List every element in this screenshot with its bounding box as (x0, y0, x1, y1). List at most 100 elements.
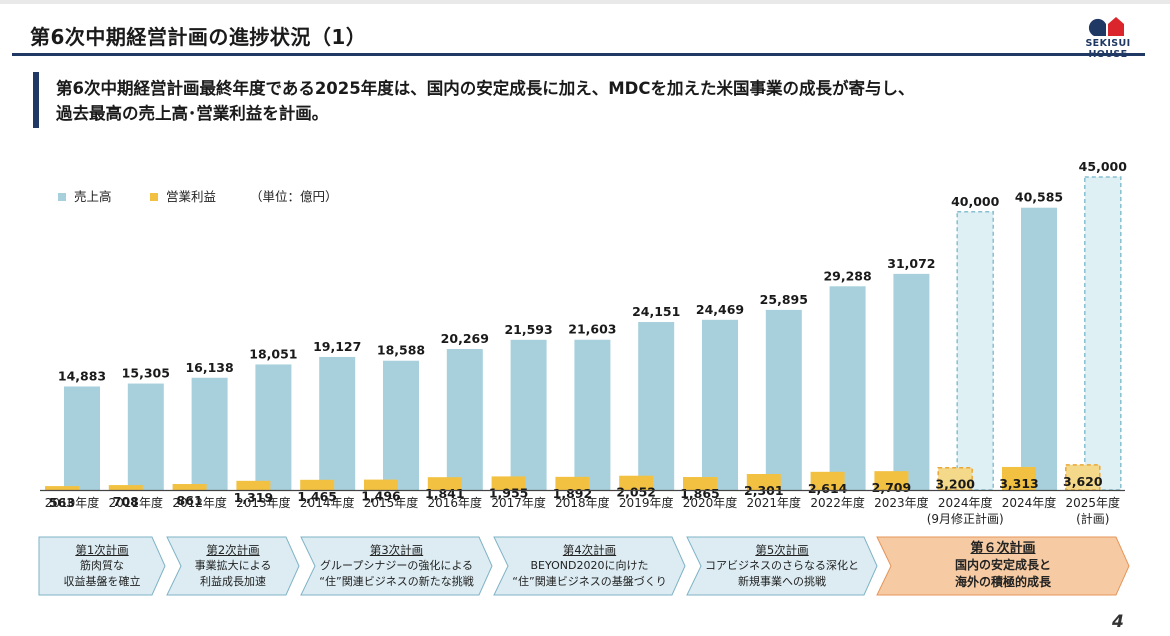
sales-value-label: 15,305 (122, 366, 170, 381)
sales-bar (893, 273, 930, 490)
profit-bar (874, 471, 909, 490)
sales-bar (191, 377, 228, 490)
phase-title: 第4次計画 (562, 543, 617, 557)
page-title: 第6次中期経営計画の進捗状況（1） (30, 25, 367, 49)
lead-line-1: 第6次中期経営計画最終年度である2025年度は、国内の安定成長に加え、MDCを加… (56, 79, 915, 98)
sales-value-label: 45,000 (1079, 159, 1128, 174)
profit-bar (1065, 464, 1101, 491)
profit-value-label: 2,614 (808, 481, 848, 496)
profit-value-label: 3,200 (935, 477, 975, 492)
legend-label-profit: 営業利益 (166, 189, 216, 204)
sales-profit-bar-chart: 売上高 営業利益 （単位：億円）14,8835632010年度15,30570820… (40, 159, 1128, 526)
sales-bar (702, 319, 738, 490)
phase-chevron (876, 536, 1130, 596)
phase-line-2: “住”関連ビジネスの基盤づくり (512, 575, 667, 588)
x-tick-label: 2010年度 (45, 495, 100, 510)
phase-line-2: “住”関連ビジネスの新たな挑戦 (319, 575, 474, 588)
phase-chevron (166, 536, 300, 596)
sales-bar (446, 349, 483, 490)
plan-phase-5: 第5次計画 コアビジネスのさらなる深化と 新規事業への挑戦 (686, 536, 878, 596)
legend-label-sales: 売上高 (74, 189, 112, 204)
lead-line-2: 過去最高の売上高･営業利益を計画。 (56, 104, 329, 123)
sales-bar (829, 286, 866, 490)
sales-value-label: 24,151 (632, 304, 680, 319)
phase-line-2: 収益基盤を確立 (63, 575, 141, 588)
plan-phase-1: 第1次計画筋肉質な収益基盤を確立 (38, 536, 166, 596)
x-tick-label: 2015年度 (364, 495, 419, 510)
sales-bar (383, 360, 419, 490)
x-tick-label: 2024年度 (938, 495, 993, 510)
x-tick-label: 2014年度 (300, 495, 355, 510)
sales-bar (956, 211, 994, 491)
lead-accent-bar (33, 72, 39, 128)
profit-value-label: 2,052 (616, 485, 656, 500)
page-number: 4 (1112, 612, 1124, 632)
phase-line-2: 新規事業への挑戦 (738, 575, 826, 588)
phase-title: 第1次計画 (75, 543, 129, 557)
chart-legend: 売上高 営業利益 （単位：億円） (58, 189, 338, 204)
profit-value-label: 1,319 (234, 490, 274, 505)
phase-line-1: 筋肉質な (80, 559, 124, 572)
sales-bar (255, 364, 292, 490)
x-tick-note: (9月修正計画) (927, 511, 1004, 526)
phase-line-1: グループシナジーの強化による (319, 559, 473, 572)
sales-value-label: 19,127 (313, 339, 361, 354)
profit-value-label: 1,465 (297, 489, 337, 504)
sales-bar (64, 386, 100, 490)
sales-bar (1021, 207, 1057, 490)
profit-bar (746, 473, 781, 490)
sales-value-label: 31,072 (887, 256, 935, 271)
phase-chevron (300, 536, 493, 596)
profit-bar (300, 479, 335, 490)
sales-bar (765, 309, 802, 490)
profit-value-label: 2,709 (872, 480, 912, 495)
profit-value-label: 3,620 (1063, 474, 1103, 489)
sales-bar (319, 356, 356, 490)
profit-value-label: 1,865 (680, 486, 720, 501)
phase-text: 第4次計画 BEYOND2020に向けた “住”関連ビジネスの基盤づくり (493, 542, 686, 590)
x-tick-label: 2013年度 (236, 495, 291, 510)
sales-value-label: 18,588 (377, 343, 425, 358)
sales-value-label: 18,051 (249, 346, 297, 361)
profit-bar (45, 486, 79, 490)
phase-title: 第６次計画 (970, 541, 1036, 556)
lead-statement: 第6次中期経営計画最終年度である2025年度は、国内の安定成長に加え、MDCを加… (56, 76, 1136, 126)
plan-phase-4: 第4次計画 BEYOND2020に向けた “住”関連ビジネスの基盤づくり (493, 536, 686, 596)
sales-value-label: 16,138 (185, 360, 233, 375)
profit-value-label: 861 (177, 493, 203, 508)
sales-value-label: 24,469 (696, 302, 744, 317)
x-tick-label: 2011年度 (109, 495, 164, 510)
sales-value-label: 25,895 (760, 292, 808, 307)
logo-text: SEKISUI HOUSE (1085, 38, 1131, 60)
profit-value-label: 1,496 (361, 489, 401, 504)
profit-bar (810, 471, 845, 490)
legend-unit-note: （単位：億円） (250, 189, 338, 204)
profit-bar (555, 476, 590, 490)
sales-bar (638, 322, 675, 490)
profit-bar (619, 475, 654, 490)
x-tick-label: 2016年度 (428, 495, 483, 510)
x-tick-label: 2024年度 (1002, 495, 1057, 510)
sales-bar (127, 383, 164, 490)
x-tick-label: 2023年度 (874, 495, 929, 510)
x-tick-label: 2019年度 (619, 495, 674, 510)
profit-bar (236, 480, 271, 490)
plan-phase-2: 第2次計画事業拡大による 利益成長加速 (166, 536, 300, 596)
profit-bar (108, 485, 143, 490)
profit-value-label: 1,892 (553, 486, 593, 501)
phase-line-2: 利益成長加速 (200, 575, 266, 588)
phase-line-1: 事業拡大による (194, 559, 272, 572)
sales-value-label: 14,883 (58, 368, 106, 383)
phase-chevron (493, 536, 686, 596)
plan-phase-6: 第６次計画 国内の安定成長と 海外の積極的成長 (876, 536, 1130, 596)
sales-bar (574, 339, 611, 490)
legend-swatch-sales (58, 193, 66, 201)
phase-text: 第2次計画事業拡大による 利益成長加速 (166, 542, 300, 590)
profit-bar (427, 477, 462, 490)
phase-title: 第2次計画 (206, 543, 260, 557)
sales-value-label: 29,288 (823, 268, 871, 283)
profit-value-label: 563 (49, 495, 75, 510)
phase-text: 第5次計画 コアビジネスのさらなる深化と 新規事業への挑戦 (686, 542, 878, 590)
sales-value-label: 40,585 (1015, 190, 1063, 205)
x-tick-label: 2020年度 (683, 495, 738, 510)
